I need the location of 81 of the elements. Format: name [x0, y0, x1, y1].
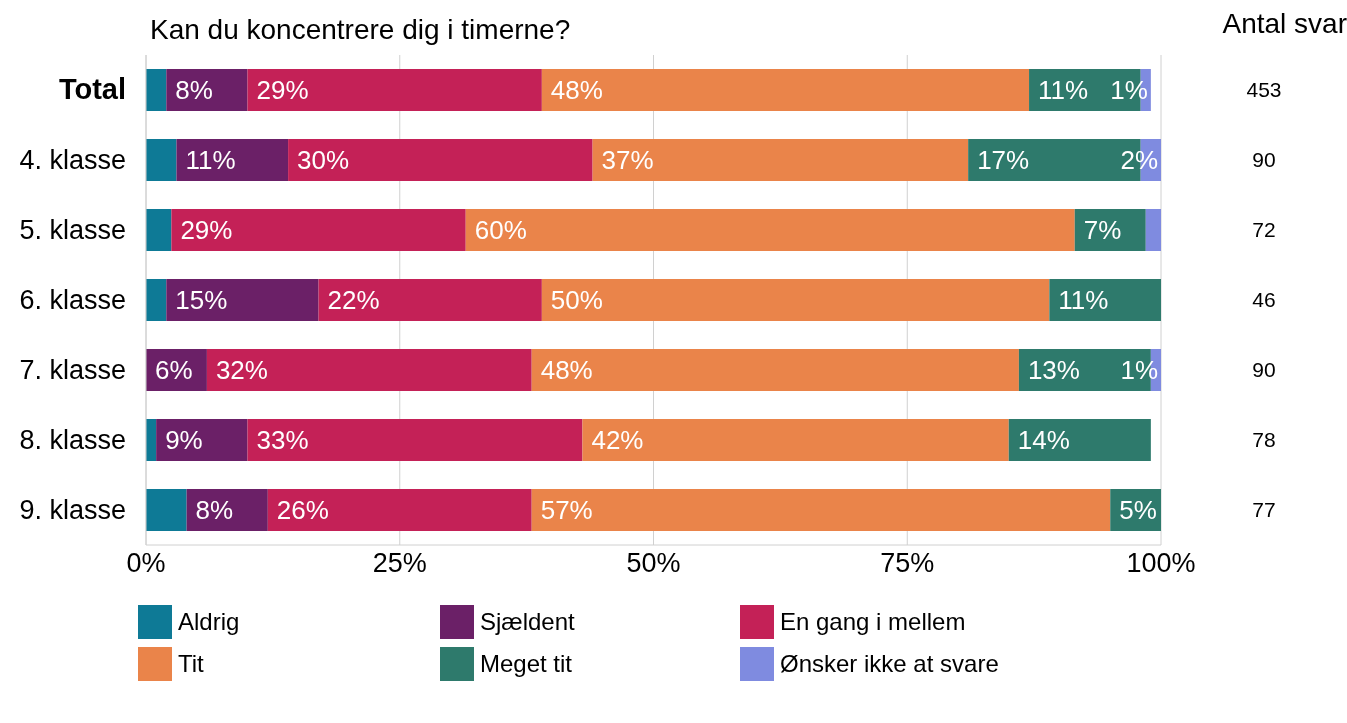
bar — [146, 139, 177, 181]
legend-label: En gang i mellem — [779, 607, 967, 637]
bar — [267, 489, 532, 531]
data-label: 32% — [215, 355, 268, 385]
data-label: 57% — [540, 495, 593, 525]
data-label: 42% — [591, 425, 644, 455]
bar — [146, 69, 167, 111]
legend-label: Ønsker ikke at svare — [779, 649, 1000, 679]
text: 46 — [1252, 288, 1276, 311]
legend-label: Aldrig — [177, 607, 241, 637]
legend-label: Meget tit — [479, 649, 574, 679]
bar — [146, 489, 187, 531]
bar — [1145, 209, 1161, 251]
bar — [171, 209, 466, 251]
text: 90 — [1252, 148, 1276, 171]
data-label: 48% — [540, 355, 593, 385]
bar — [531, 349, 1019, 391]
bar — [541, 279, 1050, 321]
data-label: 8% — [175, 75, 213, 105]
x-tick-label: 50% — [626, 548, 681, 579]
data-label: 48% — [550, 75, 603, 105]
legend-label: Sjældent — [479, 607, 576, 637]
data-label: 14% — [1017, 425, 1070, 455]
text: 72 — [1252, 218, 1276, 241]
bar — [156, 419, 248, 461]
y-tick-label: 6. klasse — [19, 285, 126, 315]
data-label: 9% — [165, 425, 203, 455]
data-label: 6% — [155, 355, 193, 385]
y-tick-label: Total — [58, 73, 126, 105]
data-label: 17% — [977, 145, 1030, 175]
bar — [531, 489, 1111, 531]
data-label: 11% — [1058, 285, 1109, 315]
y2-axis-title: Antal svar — [1222, 8, 1347, 40]
data-label: 22% — [327, 285, 380, 315]
y-tick-label: 8. klasse — [19, 425, 126, 455]
bar — [1008, 419, 1151, 461]
data-label: 30% — [297, 145, 350, 175]
data-label: 13% — [1027, 355, 1080, 385]
data-label: 33% — [256, 425, 309, 455]
y-tick-label: 4. klasse — [19, 145, 126, 175]
y-tick-label: 9. klasse — [19, 495, 126, 525]
chart-title: Kan du koncentrere dig i timerne? — [150, 14, 571, 46]
x-tick-label: 25% — [372, 548, 427, 579]
text: 78 — [1252, 428, 1276, 451]
text: 90 — [1252, 358, 1276, 381]
text: 453 — [1246, 78, 1282, 101]
data-label: 8% — [195, 495, 234, 525]
data-label: 37% — [601, 145, 654, 175]
bar — [288, 139, 593, 181]
y-tick-label: 7. klasse — [19, 355, 126, 385]
bar — [176, 139, 289, 181]
x-tick-label: 75% — [880, 548, 935, 579]
legend-label: Tit — [177, 649, 205, 679]
data-label: 11% — [185, 145, 236, 175]
bar — [318, 279, 542, 321]
bar — [1049, 279, 1161, 321]
data-label: 5% — [1119, 495, 1157, 525]
bar — [247, 419, 583, 461]
data-label: 15% — [175, 285, 228, 315]
bar — [592, 139, 969, 181]
bar — [1074, 209, 1146, 251]
data-label: 60% — [474, 215, 527, 245]
data-label: 7% — [1083, 215, 1122, 245]
bar — [541, 69, 1030, 111]
bar — [582, 419, 1009, 461]
y-tick-label: 5. klasse — [19, 215, 126, 245]
bar — [146, 279, 167, 321]
data-label: 11% — [1038, 75, 1089, 105]
data-label: 29% — [256, 75, 309, 105]
bar — [146, 209, 172, 251]
x-tick-label: 100% — [1126, 548, 1196, 579]
bar — [166, 279, 319, 321]
data-label: 26% — [276, 495, 329, 525]
bar — [166, 69, 248, 111]
data-label: 50% — [550, 285, 603, 315]
bar — [247, 69, 542, 111]
bar — [206, 349, 532, 391]
text: 77 — [1252, 498, 1276, 521]
data-label: 29% — [180, 215, 233, 245]
x-tick-label: 0% — [126, 548, 166, 579]
bar — [465, 209, 1075, 251]
